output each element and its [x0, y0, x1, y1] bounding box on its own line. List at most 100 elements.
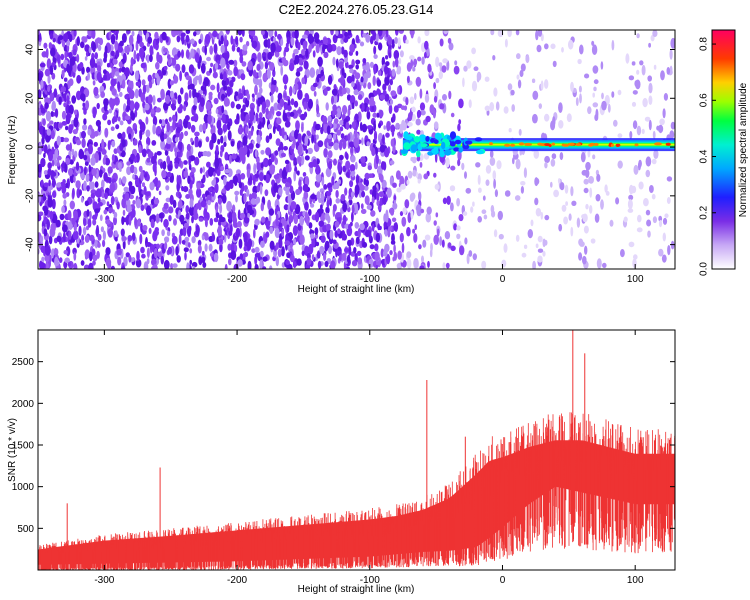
- spectrogram-peak-cell: [504, 143, 511, 147]
- spectrogram-noise-cell: [254, 199, 259, 206]
- spectrogram-noise-cell: [65, 125, 69, 131]
- spectrogram-noise-cell: [329, 197, 332, 207]
- spectrogram-noise-cell: [385, 214, 389, 223]
- spectrogram-noise-cell: [133, 138, 138, 146]
- spectrogram-noise-cell: [71, 187, 75, 199]
- spectrogram-noise-cell: [189, 155, 196, 162]
- spectrogram-noise-cell: [183, 160, 188, 165]
- spectrogram-noise-cell: [290, 254, 295, 263]
- spectrogram-noise-cell: [323, 184, 328, 190]
- spectrogram-noise-cell: [273, 102, 279, 111]
- spectrogram-noise-cell: [277, 33, 282, 40]
- spectrogram-noise-cell: [52, 37, 56, 43]
- spectrogram-noise-cell: [355, 64, 360, 70]
- spectrogram-noise-cell: [146, 205, 152, 216]
- spectrogram-noise-cell: [282, 59, 289, 67]
- spectrogram-noise-cell: [317, 140, 324, 148]
- spectrogram-noise-cell: [243, 245, 248, 252]
- spectrogram-noise-cell: [219, 74, 224, 80]
- spectrogram-noise-cell: [367, 82, 372, 90]
- spectrogram-noise-cell: [241, 30, 245, 37]
- spectrogram-noise-cell: [128, 215, 132, 226]
- spectrogram-noise-cell: [306, 257, 312, 266]
- spectrogram-noise-cell: [150, 218, 155, 228]
- spectrogram-noise-cell: [384, 93, 390, 102]
- spectrogram-peak-cell: [548, 144, 552, 147]
- spectrogram-noise-cell: [372, 31, 377, 41]
- spectrogram-noise-cell: [535, 30, 539, 41]
- spectrogram-noise-cell: [281, 246, 285, 257]
- spectrogram-noise-cell: [62, 179, 66, 184]
- spectrogram-noise-cell: [411, 156, 417, 164]
- spectrogram-noise-cell: [468, 250, 473, 257]
- spectrogram-noise-cell: [290, 98, 295, 106]
- spectrogram-noise-cell: [202, 122, 207, 132]
- spectrogram-noise-cell: [198, 256, 203, 266]
- spectrogram-noise-cell: [320, 193, 325, 201]
- spectrogram-noise-cell: [100, 91, 105, 98]
- spectrogram-noise-cell: [472, 201, 475, 207]
- spectrogram-noise-cell: [433, 220, 437, 226]
- spectrogram-noise-cell: [371, 196, 375, 204]
- spectrogram-noise-cell: [58, 257, 63, 263]
- spectrogram-noise-cell: [227, 70, 233, 76]
- spectrogram-noise-cell: [340, 75, 345, 86]
- spectrogram-noise-cell: [508, 128, 512, 133]
- spectrogram-noise-cell: [375, 260, 381, 266]
- spectrogram-noise-cell: [363, 185, 369, 191]
- spectrogram-noise-cell: [585, 203, 589, 210]
- spectrogram-noise-cell: [271, 154, 275, 163]
- spectrogram-noise-cell: [362, 58, 367, 64]
- spectrogram-noise-cell: [254, 252, 261, 258]
- spectrogram-noise-cell: [54, 256, 59, 267]
- spectrogram-noise-cell: [325, 102, 329, 111]
- spectrogram-noise-cell: [389, 160, 395, 165]
- spectrogram-noise-cell: [64, 162, 68, 174]
- spectrogram-noise-cell: [594, 213, 600, 223]
- spectrogram-noise-cell: [332, 239, 337, 245]
- spectrogram-noise-cell: [232, 175, 238, 185]
- spectrogram-noise-cell: [383, 229, 388, 236]
- spectrogram-noise-cell: [417, 173, 422, 181]
- spectrogram-noise-cell: [254, 149, 258, 158]
- spectrogram-noise-cell: [583, 187, 589, 194]
- spectrogram-noise-cell: [315, 43, 320, 54]
- spectrogram-noise-cell: [38, 192, 42, 203]
- spectrogram-noise-cell: [85, 51, 89, 57]
- spectrogram-noise-cell: [525, 54, 530, 64]
- spectrogram-noise-cell: [87, 72, 90, 81]
- spectrogram-noise-cell: [639, 60, 644, 66]
- spectrogram-noise-cell: [254, 246, 260, 253]
- spectrogram-noise-cell: [584, 245, 588, 255]
- spectrogram-noise-cell: [242, 232, 247, 239]
- spectrogram-noise-cell: [342, 139, 347, 150]
- spectrogram-noise-cell: [124, 67, 130, 77]
- spectrogram-x-axis-label: Height of straight line (km): [298, 284, 415, 295]
- spectrogram-noise-cell: [221, 194, 227, 204]
- spectrogram-noise-cell: [289, 242, 293, 249]
- spectrogram-noise-cell: [489, 102, 495, 112]
- spectrogram-noise-cell: [399, 50, 404, 58]
- spectrogram-noise-cell: [152, 163, 157, 173]
- spectrogram-noise-cell: [39, 262, 46, 269]
- spectrogram-noise-cell: [282, 112, 288, 122]
- spectrogram-noise-cell: [139, 129, 143, 141]
- spectrogram-noise-cell: [93, 130, 99, 137]
- spectrogram-noise-cell: [636, 69, 640, 75]
- spectrogram-noise-cell: [103, 69, 107, 75]
- spectrogram-noise-cell: [259, 259, 263, 269]
- spectrogram-noise-cell: [377, 223, 381, 231]
- spectrogram-noise-cell: [559, 152, 564, 161]
- spectrogram-noise-cell: [191, 236, 196, 244]
- spectrogram-noise-cell: [92, 106, 97, 117]
- spectrogram-noise-cell: [258, 78, 263, 89]
- spectrogram-noise-cell: [81, 36, 86, 42]
- spectrogram-noise-cell: [578, 252, 583, 261]
- spectrogram-noise-cell: [558, 223, 563, 232]
- spectrogram-noise-cell: [463, 65, 468, 72]
- spectrogram-noise-cell: [565, 201, 568, 206]
- spectrogram-noise-cell: [136, 250, 140, 262]
- spectrogram-noise-cell: [383, 125, 387, 130]
- spectrogram-noise-cell: [301, 49, 306, 56]
- spectrogram-noise-cell: [167, 246, 173, 255]
